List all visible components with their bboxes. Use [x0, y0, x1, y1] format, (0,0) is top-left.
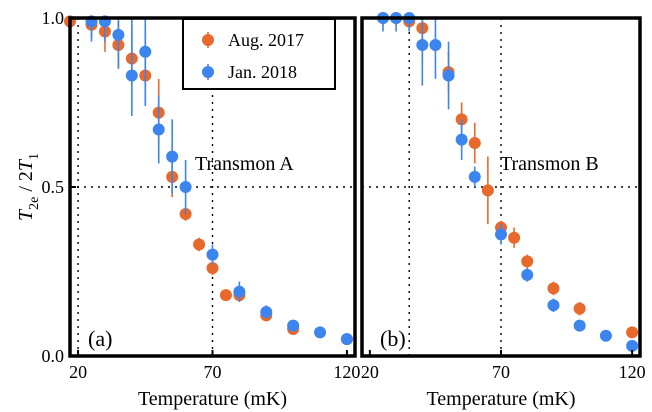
legend-entry-aug-2017: Aug. 2017: [202, 30, 304, 50]
panel-a-jan-2018-point-7: [179, 181, 192, 193]
panel-a-xtick-label-20: 20: [69, 362, 87, 382]
panel-a-aug-2017-point-9: [193, 238, 206, 251]
legend-label-jan-2018: Jan. 2018: [228, 62, 297, 82]
legend-entry-jan-2018: Jan. 2018: [202, 62, 297, 82]
legend-label-aug-2017: Aug. 2017: [228, 30, 304, 50]
panel-a-jan-2018-point-10: [260, 306, 273, 319]
panel-a-jan-2018-point-6: [166, 150, 179, 163]
y-label-t2: T: [15, 158, 37, 171]
y-axis-label: T2e / 2T1: [15, 153, 42, 221]
legend-marker-jan-2018: [202, 66, 214, 78]
panel-b: 20 70 120 (b) Transmon B Temperature (mK): [360, 12, 646, 410]
panel-a-jan-2018-point-12: [314, 326, 327, 339]
panel-b-jan-2018-point-13: [626, 339, 639, 352]
panel-a-jan-2018-point-9: [233, 285, 246, 298]
panel-a-ytick-label-0-0: 0.0: [42, 346, 65, 366]
panel-a: 20 70 120 0.0 0.5 1.0 (a) Transmon A Temperature…: [42, 8, 361, 410]
panel-b-aug-2017-point-12: [573, 302, 586, 315]
legend: Aug. 2017 Jan. 2018: [182, 18, 336, 90]
panel-b-aug-2017-point-10: [521, 255, 534, 268]
panel-a-aug-2017-point-11: [219, 289, 232, 302]
panel-b-xtick-label-20: 20: [361, 362, 379, 382]
panel-b-jan-2018-point-5: [442, 69, 455, 82]
panel-b-jan-2018-point-9: [521, 268, 534, 281]
panel-a-jan-2018-point-8: [206, 248, 219, 261]
panel-a-xtick-label-70: 70: [204, 362, 222, 382]
panel-b-aug-2017-point-13: [626, 326, 639, 339]
panel-a-xtick-label-120: 120: [333, 362, 360, 382]
panel-b-aug-2017-point-9: [508, 231, 521, 244]
panel-b-jan-2018-point-7: [468, 170, 481, 183]
y-label-sub2: 1: [27, 153, 42, 160]
y-label-mid: / 2: [15, 171, 37, 197]
panel-a-ytick-label-0-5: 0.5: [42, 177, 65, 197]
panel-a-jan-2018-point-5: [152, 123, 165, 136]
panel-a-ytick-label-1-0: 1.0: [42, 8, 65, 28]
panel-b-jan-2018-point-8: [495, 228, 507, 241]
legend-marker-aug-2017: [202, 34, 214, 46]
panel-b-x-axis-label: Temperature (mK): [426, 388, 575, 410]
panel-a-letter: (a): [88, 326, 112, 351]
panel-b-jan-2018-point-3: [416, 39, 429, 52]
panel-b-annotation: Transmon B: [500, 153, 599, 175]
panel-b-xtick-label-120: 120: [619, 362, 646, 382]
y-label-t1: T: [15, 208, 37, 221]
panel-b-letter: (b): [380, 326, 406, 351]
panel-a-jan-2018-point-11: [287, 319, 300, 332]
panel-b-jan-2018-point-10: [547, 299, 560, 312]
panel-a-jan-2018-point-13: [340, 333, 353, 346]
panel-b-jan-2018-point-6: [455, 133, 468, 146]
panel-b-aug-2017-point-6: [468, 137, 481, 150]
panel-a-x-axis-label: Temperature (mK): [138, 388, 287, 410]
panel-a-aug-2017-point-10: [206, 262, 219, 275]
panel-a-jan-2018-point-2: [112, 28, 125, 41]
panel-a-jan-2018-point-3: [125, 69, 138, 82]
panel-b-xtick-label-70: 70: [492, 362, 510, 382]
panel-b-aug-2017-point-7: [481, 184, 494, 197]
panel-b-jan-2018-point-12: [599, 329, 612, 342]
panel-b-jan-2018-point-11: [573, 319, 586, 332]
panel-b-jan-2018-point-4: [429, 39, 442, 52]
y-label-sub1: 2e: [27, 197, 42, 210]
panel-a-annotation: Transmon A: [195, 153, 294, 175]
panel-b-aug-2017-point-11: [547, 282, 560, 295]
panel-a-jan-2018-point-4: [139, 45, 152, 58]
